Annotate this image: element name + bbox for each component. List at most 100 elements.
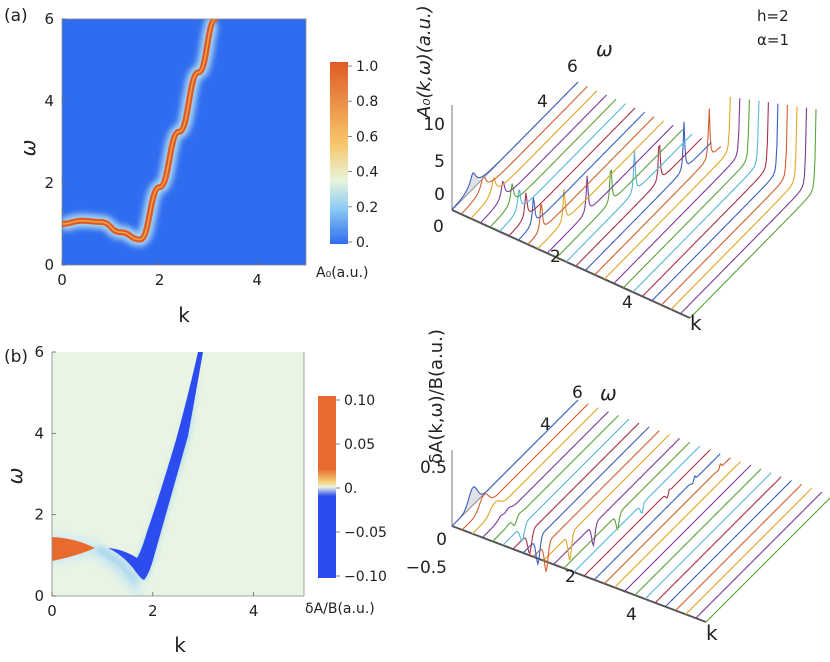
panel-label-b: (b) xyxy=(4,347,28,367)
colorbar-a-gradient xyxy=(330,62,348,244)
waterfall-curve xyxy=(543,434,670,561)
w-tick-label: 6 xyxy=(572,383,583,403)
waterfall-curve xyxy=(644,472,772,600)
waterfall-curve xyxy=(651,103,779,302)
colorbar-b-ticks: 0.10 0.05 0. −0.05 −0.10 xyxy=(336,393,387,585)
waterfall-curve xyxy=(508,107,636,236)
k-tick-label: 4 xyxy=(622,293,633,313)
colorbar-b-label: δA/B(a.u.) xyxy=(305,601,375,617)
waterfall-curve xyxy=(527,116,655,245)
heatmap-a: 0 2 4 0 2 4 6 k ω xyxy=(16,10,307,327)
colorbar-tick-label: 0.05 xyxy=(344,437,375,453)
heatmap-a-ylabel: ω xyxy=(16,140,40,157)
waterfall-a-wlabel: ω xyxy=(596,37,613,61)
waterfall-curve xyxy=(670,106,798,310)
waterfall-curve xyxy=(632,100,760,293)
waterfall-curve xyxy=(603,96,731,280)
colorbar-tick-label: 0.6 xyxy=(356,129,378,145)
colorbar-tick-label: 0.4 xyxy=(356,165,378,181)
waterfall-curve xyxy=(563,441,691,569)
x-tick-label: 2 xyxy=(155,271,165,289)
z-tick-label: 0.5 xyxy=(420,458,447,478)
z-tick-label: −0.5 xyxy=(406,558,447,578)
waterfall-curve xyxy=(654,476,782,604)
waterfall-curve xyxy=(502,418,630,546)
y-tick-label: 4 xyxy=(34,424,44,442)
y-tick-label: 2 xyxy=(34,506,44,524)
param-h: h=2 xyxy=(757,7,789,25)
colorbar-a-ticks: 1.0 0.8 0.6 0.4 0.2 0. xyxy=(348,59,378,251)
waterfall-b-klabel: k xyxy=(706,621,718,645)
k-axis xyxy=(451,525,707,623)
colorbar-a-label: A₀(a.u.) xyxy=(316,265,368,281)
waterfall-curve xyxy=(492,415,619,542)
k-tick-label: 4 xyxy=(626,605,637,625)
colorbar-tick-label: 0.8 xyxy=(356,94,378,110)
waterfall-curve xyxy=(499,103,627,232)
heatmap-b-transition xyxy=(95,545,139,586)
heatmap-b-positive-lobe xyxy=(52,537,95,561)
waterfall-curve xyxy=(573,445,701,573)
heatmap-b-axes: 0 2 4 0 2 4 6 xyxy=(34,343,258,620)
waterfall-curve xyxy=(482,411,609,538)
y-tick-label: 0 xyxy=(44,256,54,274)
w-tick-label: 6 xyxy=(567,57,578,77)
colorbar-a: 1.0 0.8 0.6 0.4 0.2 0. A₀(a.u.) xyxy=(316,59,378,281)
z-tick-label: 10 xyxy=(423,115,445,135)
waterfall-curve xyxy=(634,468,762,596)
dispersion-a-core xyxy=(62,19,217,241)
waterfall-curve xyxy=(461,403,589,531)
x-tick-label: 4 xyxy=(252,271,262,289)
heatmap-a-axes: 0 2 4 0 2 4 6 xyxy=(44,10,262,289)
waterfall-curve xyxy=(518,111,646,241)
waterfall-curve xyxy=(593,453,721,581)
waterfall-curve xyxy=(532,430,660,574)
waterfall-curve xyxy=(471,407,599,535)
waterfall-curve xyxy=(546,124,674,254)
k-tick-label: 2 xyxy=(565,567,576,587)
x-tick-label: 4 xyxy=(249,602,259,620)
y-tick-label: 6 xyxy=(44,10,54,28)
colorbar-tick-label: −0.10 xyxy=(344,569,387,585)
waterfall-curve xyxy=(675,483,802,611)
k-tick-label: 0 xyxy=(433,217,444,237)
waterfall-curve xyxy=(680,107,808,315)
waterfall-curve xyxy=(451,81,579,210)
waterfall-curve xyxy=(556,129,684,258)
waterfall-curve xyxy=(451,399,579,527)
heatmap-b-negative-band xyxy=(108,352,203,580)
k-axis xyxy=(451,209,691,319)
waterfall-curve xyxy=(583,449,711,577)
heatmap-b-xlabel: k xyxy=(174,633,186,657)
waterfall-curve xyxy=(661,104,788,306)
heatmap-b: 0 2 4 0 2 4 6 k ω xyxy=(3,343,305,657)
colorbar-tick-label: −0.05 xyxy=(344,525,387,541)
y-tick-label: 6 xyxy=(34,343,44,361)
colorbar-tick-label: 0.2 xyxy=(356,200,378,216)
heatmap-b-ylabel: ω xyxy=(3,468,27,485)
waterfall-curve xyxy=(689,108,817,319)
colorbar-b: 0.10 0.05 0. −0.05 −0.10 δA/B(a.u.) xyxy=(305,393,387,617)
waterfall-curve xyxy=(565,133,693,263)
x-tick-label: 2 xyxy=(148,602,158,620)
waterfall-curve xyxy=(622,99,750,289)
waterfall-curve xyxy=(624,464,752,592)
y-tick-label: 2 xyxy=(44,174,54,192)
waterfall-curve xyxy=(489,98,617,228)
param-alpha: α=1 xyxy=(757,31,789,49)
waterfall-curve xyxy=(685,487,813,615)
panel-label-a: (a) xyxy=(4,6,28,26)
waterfall-curve xyxy=(470,90,598,219)
k-tick-label: 2 xyxy=(550,247,561,267)
waterfall-curve xyxy=(461,85,588,215)
x-tick-label: 0 xyxy=(57,271,67,289)
waterfall-a-klabel: k xyxy=(690,311,702,335)
heatmap-a-xlabel: k xyxy=(178,303,190,327)
colorbar-tick-label: 1.0 xyxy=(356,59,378,75)
waterfall-curve xyxy=(537,120,665,250)
waterfall-curve xyxy=(512,422,640,555)
waterfall-curve xyxy=(575,137,703,267)
waterfall-curve xyxy=(594,108,722,276)
